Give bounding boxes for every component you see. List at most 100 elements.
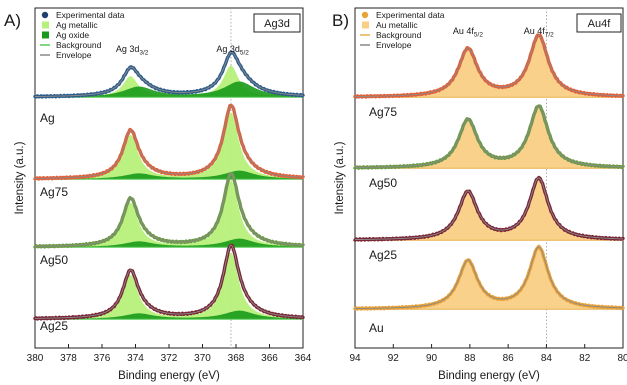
spectrum-ag: Ag: [33, 50, 305, 125]
badge-label: Au4f: [588, 18, 612, 30]
oxide-component-fill: [35, 310, 303, 320]
legend-label: Au metallic: [376, 20, 418, 30]
badge-box: [576, 13, 622, 33]
spectrum-ag25: Ag25: [33, 243, 305, 333]
legend-entry: Experimental data: [41, 10, 125, 20]
legend-label: Background: [376, 30, 422, 40]
envelope-line: [35, 172, 304, 247]
legend-marker: [361, 11, 369, 19]
experimental-data: [33, 103, 305, 181]
spectrum-ag25: Ag25: [353, 175, 625, 262]
envelope-line: [35, 51, 303, 97]
legend-entry: Experimental data: [361, 10, 445, 20]
legend-label: Ag oxide: [56, 30, 89, 40]
badge-box: [253, 13, 301, 33]
spectrum-ag75: Ag75: [33, 103, 305, 199]
x-tick-label: 378: [60, 353, 77, 364]
x-tick-label: 374: [127, 353, 144, 364]
legend-entry: Ag oxide: [42, 30, 89, 40]
spectrum-ag50: Ag50: [353, 104, 625, 190]
oxide-component-fill: [35, 238, 303, 248]
x-axis-title: Binding energy (eV): [438, 370, 540, 382]
x-tick-label: 372: [161, 353, 178, 364]
peak-label-main: Au 4f: [524, 26, 546, 36]
legend-label: Experimental data: [56, 10, 125, 20]
legend-entry: Envelope: [40, 50, 92, 60]
experimental-data: [33, 243, 305, 321]
peak-label: Au 4f5/2: [453, 26, 483, 39]
metal-component-fill: [355, 246, 623, 310]
metal-component-fill: [355, 105, 623, 169]
spectrum-ag75: Ag75: [353, 33, 625, 119]
peak-label-main: Ag 3d: [116, 44, 140, 54]
x-tick-label: 82: [579, 353, 591, 364]
sample-label: Ag50: [40, 253, 68, 267]
peak-label-subscript: 5/2: [474, 32, 483, 39]
sample-label: Ag25: [40, 319, 68, 333]
envelope-line: [354, 34, 623, 98]
legend-entry: Background: [360, 30, 422, 40]
sample-label: Ag75: [369, 105, 397, 119]
x-tick-label: 88: [464, 353, 476, 364]
legend-label: Experimental data: [376, 10, 445, 20]
x-tick-label: 376: [94, 353, 111, 364]
envelope-line: [354, 177, 623, 241]
peak-label: Ag 3d3/2: [116, 44, 149, 57]
sample-label: Ag75: [40, 185, 68, 199]
plot-frame: [354, 7, 624, 349]
legend-patch: [42, 21, 49, 29]
legend-patch: [362, 21, 369, 29]
metal-component-fill: [355, 34, 623, 98]
peak-label-main: Ag 3d: [216, 44, 240, 54]
envelope-line: [35, 104, 304, 179]
panel-letter: B): [332, 11, 349, 30]
y-axis-title: Intensity (a.u.): [334, 141, 346, 214]
metal-component-fill: [35, 252, 303, 320]
sample-label: Ag25: [369, 248, 397, 262]
legend-label: Background: [56, 40, 102, 50]
legend-patch: [42, 31, 49, 39]
x-tick-label: 92: [388, 353, 400, 364]
peak-label: Au 4f7/2: [524, 26, 554, 39]
experimental-data: [33, 172, 305, 249]
oxide-component-fill: [35, 170, 303, 180]
sample-label: Au: [369, 321, 384, 335]
x-tick-label: 380: [27, 353, 44, 364]
peak-label-subscript: 3/2: [139, 50, 148, 57]
legend-label: Ag metallic: [56, 20, 98, 30]
spectrum-ag50: Ag50: [33, 172, 305, 267]
badge-label: Ag3d: [264, 18, 290, 30]
legend-marker: [41, 11, 49, 19]
legend-label: Envelope: [56, 50, 92, 60]
spectrum-au: Au: [353, 244, 625, 335]
peak-label-subscript: 5/2: [240, 50, 249, 57]
x-tick-label: 94: [349, 353, 361, 364]
legend-label: Envelope: [376, 40, 412, 50]
sample-label: Ag50: [369, 176, 397, 190]
metal-component-fill: [355, 177, 623, 241]
oxide-component-fill: [35, 81, 303, 98]
x-tick-label: 368: [228, 353, 245, 364]
panel-letter: A): [4, 11, 21, 30]
peak-label: Ag 3d5/2: [216, 44, 249, 57]
legend-entry: Ag metallic: [42, 20, 98, 30]
x-tick-label: 364: [295, 353, 312, 364]
legend-entry: Envelope: [360, 40, 412, 50]
y-axis-title: Intensity (a.u.): [14, 141, 26, 214]
x-tick-label: 90: [426, 353, 438, 364]
legend-entry: Background: [40, 40, 102, 50]
x-axis-title: Binding energy (eV): [118, 370, 220, 382]
envelope-line: [35, 244, 304, 319]
envelope-line: [354, 105, 623, 169]
metal-component-fill: [35, 112, 303, 180]
x-tick-label: 86: [503, 353, 515, 364]
x-tick-label: 366: [261, 353, 278, 364]
x-tick-label: 84: [541, 353, 553, 364]
legend-entry: Au metallic: [362, 20, 418, 30]
peak-label-subscript: 7/2: [545, 32, 554, 39]
x-tick-label: 370: [194, 353, 211, 364]
envelope-line: [354, 246, 623, 310]
